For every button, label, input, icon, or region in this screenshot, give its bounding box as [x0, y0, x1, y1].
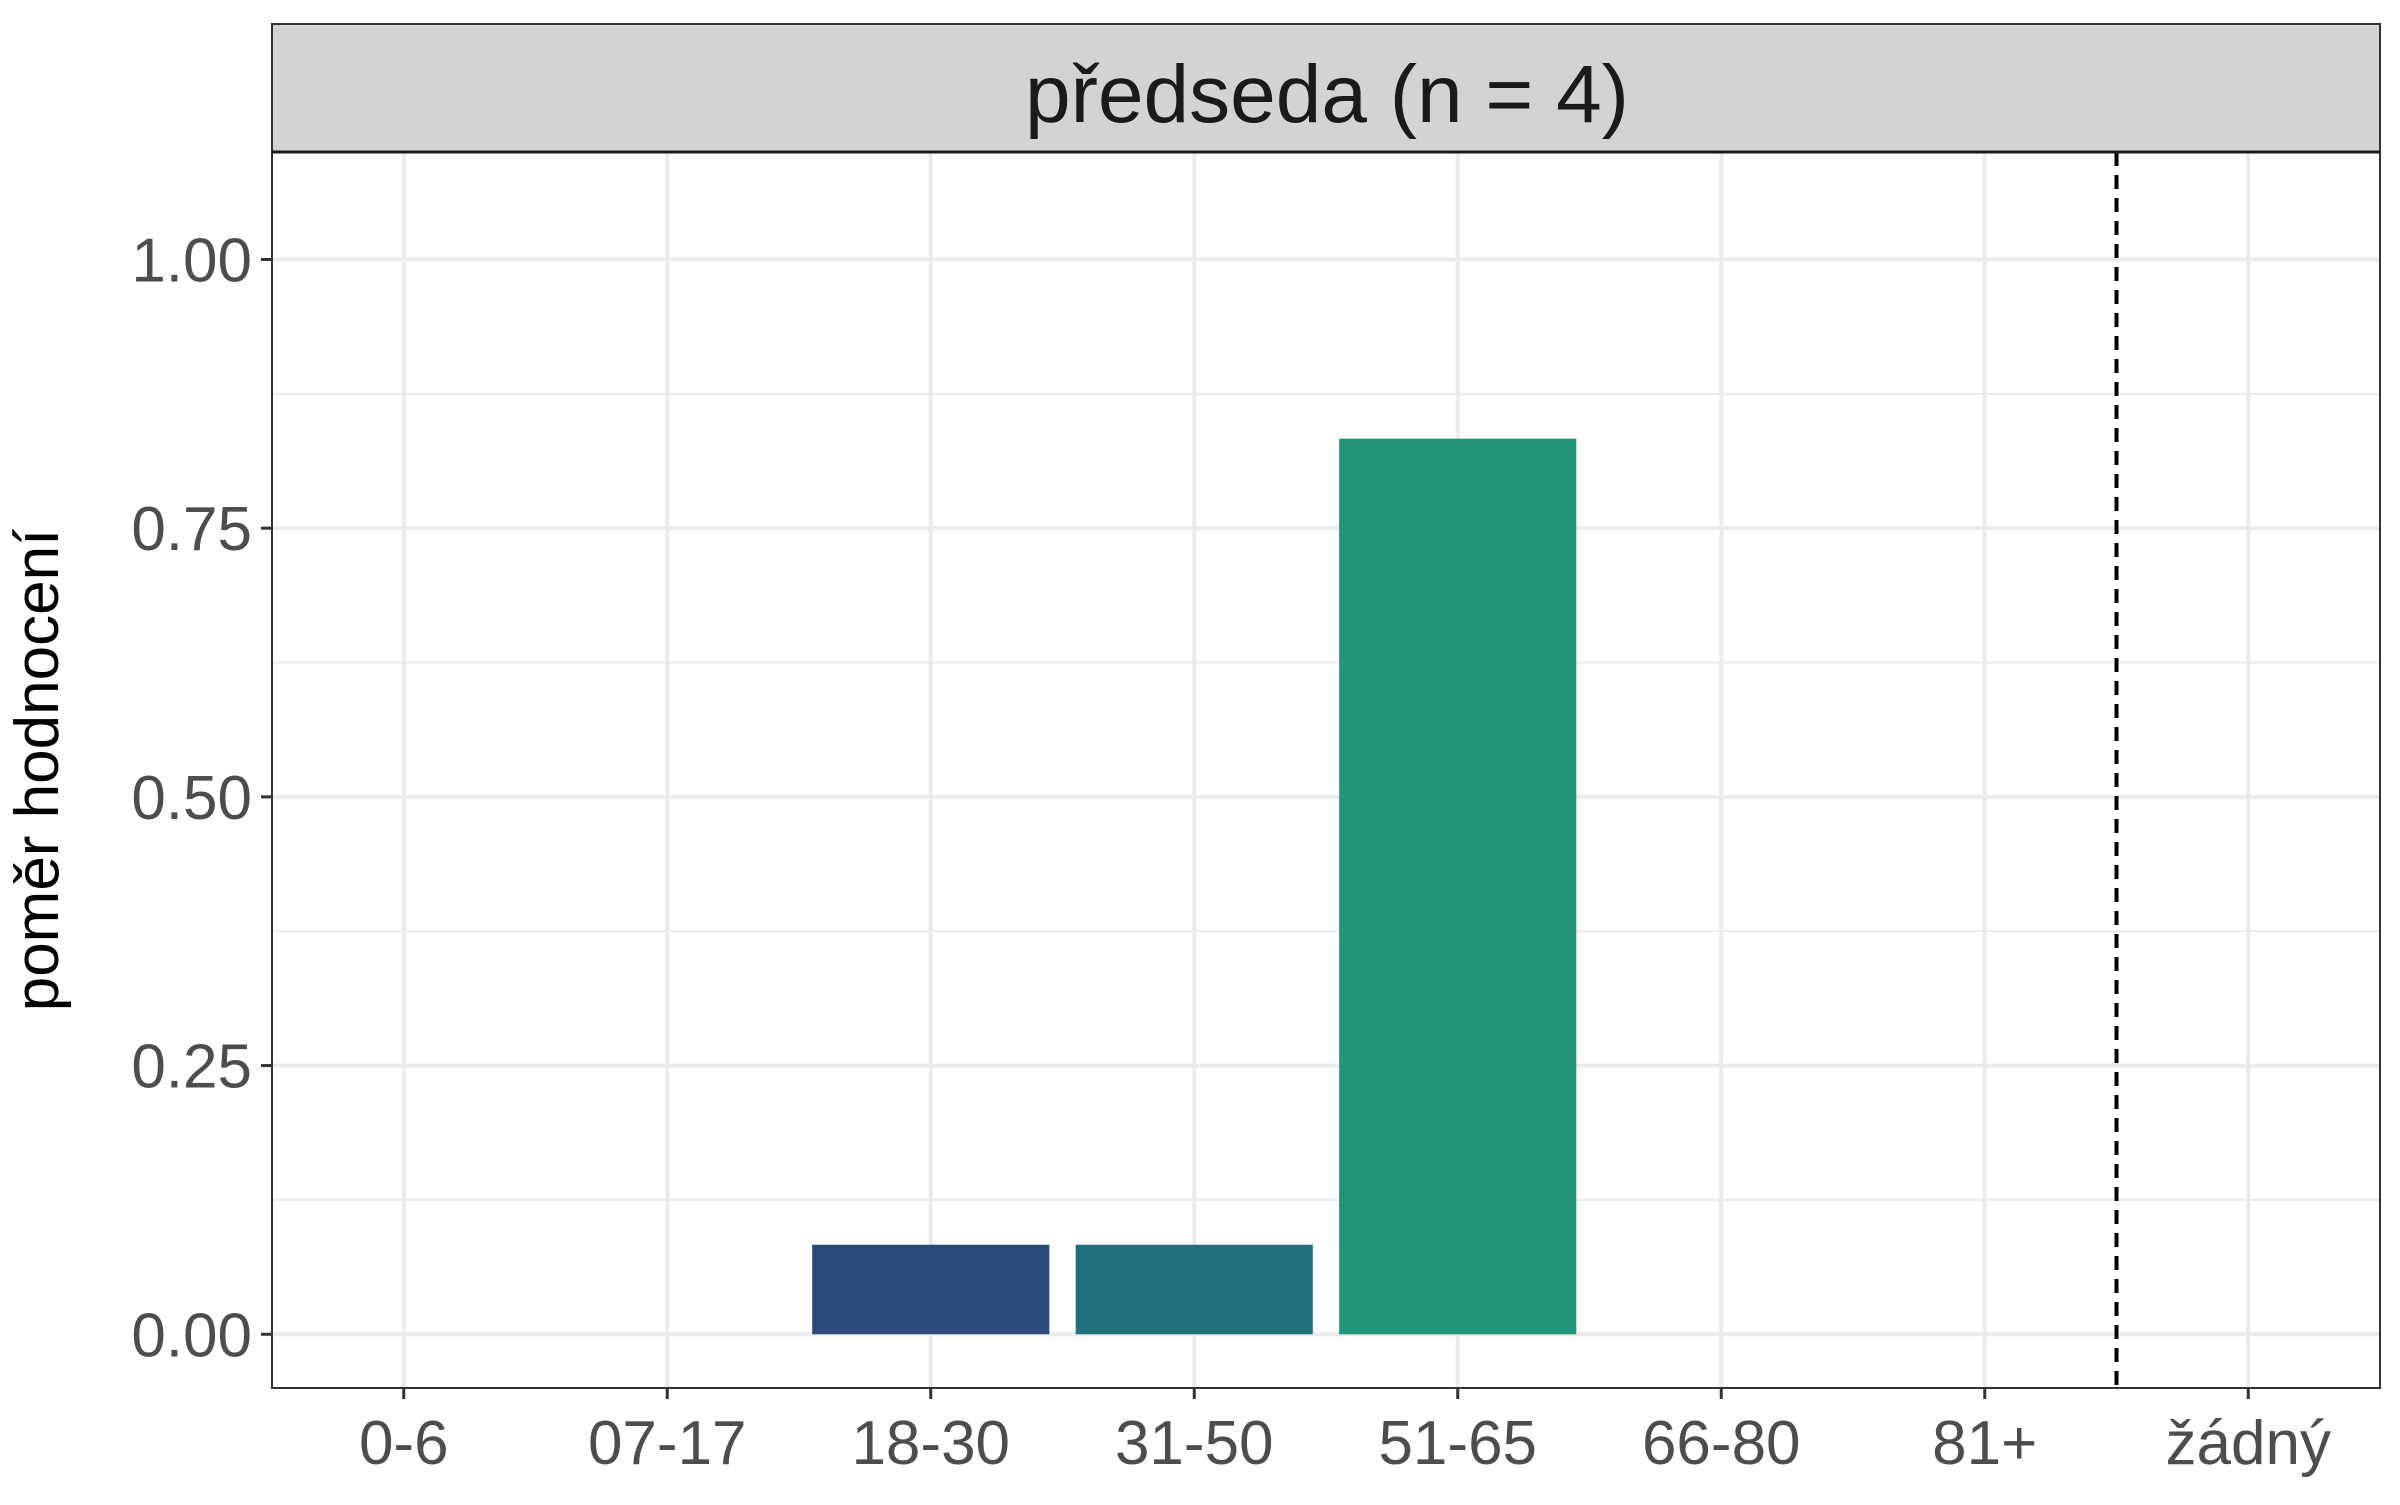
y-tick-label: 0.50 — [131, 764, 252, 833]
x-tick-label: 0-6 — [359, 1409, 449, 1478]
bar-51-65 — [1339, 438, 1577, 1335]
axis-layer: 0.00 0.25 0.50 0.75 1.00 0-6 07-17 18-30 31-50 51… — [131, 226, 2331, 1478]
panel-background — [272, 152, 2380, 1388]
frame-layer — [271, 23, 2381, 1389]
x-tick-label: 07-17 — [588, 1409, 747, 1478]
x-tick-label: 51-65 — [1378, 1409, 1537, 1478]
y-axis-title: poměr hodnocení — [3, 529, 72, 1012]
x-tick-label: žádný — [2166, 1409, 2331, 1478]
facet-strip — [271, 23, 2381, 153]
y-tick-label: 1.00 — [131, 226, 252, 295]
grid-layer — [272, 152, 2380, 1388]
y-tick-label: 0.00 — [131, 1301, 252, 1370]
y-tick-label: 0.75 — [131, 495, 252, 564]
x-tick-label: 18-30 — [851, 1409, 1010, 1478]
bar-layer — [812, 438, 1577, 1335]
x-tick-label: 31-50 — [1115, 1409, 1274, 1478]
x-tick-label: 66-80 — [1642, 1409, 1801, 1478]
bar-18-30 — [812, 1244, 1050, 1335]
facet-title: předseda (n = 4) — [1025, 49, 1629, 140]
y-tick-label: 0.25 — [131, 1033, 252, 1102]
x-tick-label: 81+ — [1932, 1409, 2037, 1478]
bar-31-50 — [1075, 1244, 1313, 1335]
